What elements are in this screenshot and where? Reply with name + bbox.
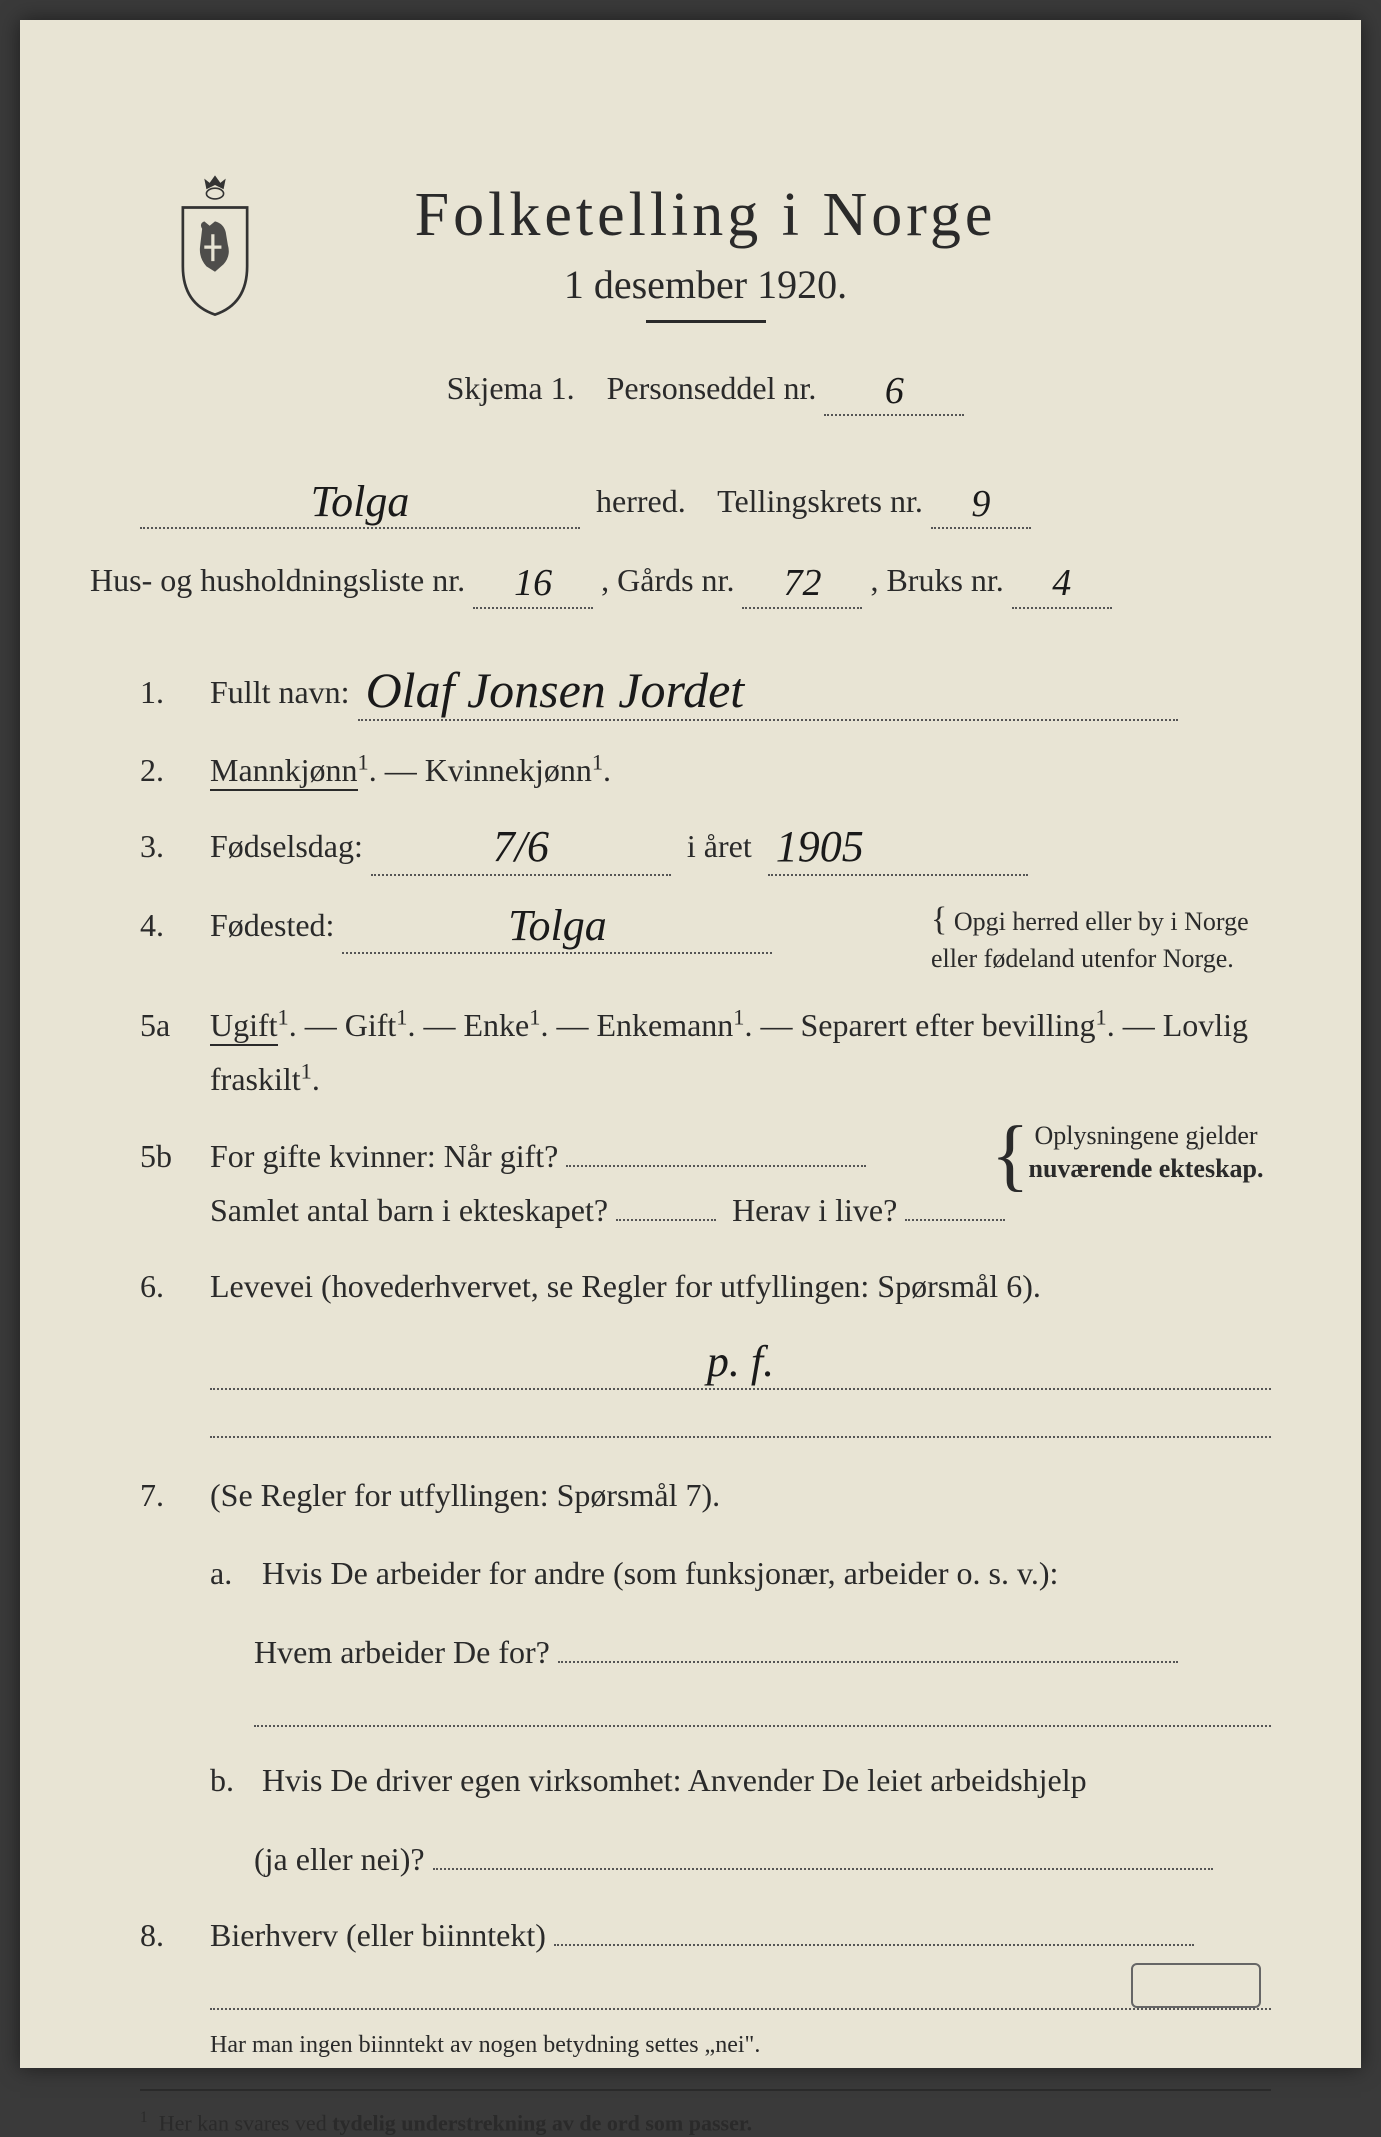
q2-mann: Mannkjønn [210, 752, 358, 791]
tellingskrets-value: 9 [963, 483, 998, 525]
footnote-1-num: 1 [140, 2109, 148, 2126]
q3-row: 3. Fødselsdag: 7/6 i året 1905 [140, 819, 1271, 875]
gard-value: 72 [775, 562, 829, 604]
q5a-num: 5a [140, 1007, 210, 1044]
q3-num: 3. [140, 828, 210, 865]
q1-label: Fullt navn: [210, 674, 350, 710]
herred-line: Tolga herred. Tellingskrets nr. 9 [140, 476, 1271, 529]
q7b-num: b. [210, 1753, 254, 1807]
husliste-label: Hus- og husholdningsliste nr. [90, 562, 465, 598]
q5b-num: 5b [140, 1138, 210, 1175]
q7-row: 7. (Se Regler for utfyllingen: Spørsmål … [140, 1468, 1271, 1886]
personseddel-value: 6 [877, 370, 912, 412]
q7-label: (Se Regler for utfyllingen: Spørsmål 7). [210, 1477, 720, 1513]
herred-value: Tolga [303, 477, 418, 526]
q4-label: Fødested: [210, 907, 334, 943]
archive-stamp [1131, 1963, 1261, 2008]
q7-num: 7. [140, 1477, 210, 1514]
q2-num: 2. [140, 752, 210, 789]
q5a-text: Ugift1. — Gift1. — Enke1. — Enkemann1. —… [210, 998, 1271, 1107]
q7b-l1: Hvis De driver egen virksomhet: Anvender… [262, 1762, 1087, 1798]
q8-row: 8. Bierhverv (eller biinntekt) [140, 1908, 1271, 2010]
form-date: 1 desember 1920. [140, 261, 1271, 308]
form-title: Folketelling i Norge [140, 180, 1271, 251]
q2-kvinne: Kvinnekjønn [425, 752, 592, 788]
schema-line: Skjema 1. Personseddel nr. 6 [140, 363, 1271, 416]
q3-label: Fødselsdag: [210, 828, 363, 864]
form-header: Folketelling i Norge 1 desember 1920. Sk… [140, 180, 1271, 416]
q8-num: 8. [140, 1917, 210, 1954]
gard-label: , Gårds nr. [601, 562, 734, 598]
q1-value: Olaf Jonsen Jordet [358, 662, 753, 718]
personseddel-label: Personseddel nr. [607, 370, 817, 406]
title-rule [646, 320, 766, 323]
q2-sep: — [385, 752, 425, 788]
q6-num: 6. [140, 1268, 210, 1305]
q3-year-label: i året [687, 828, 752, 864]
q7a-l2: Hvem arbeider De for? [254, 1634, 550, 1670]
q5b-l2b: Herav i live? [732, 1192, 897, 1228]
q1-num: 1. [140, 674, 210, 711]
q5b-l2a: Samlet antal barn i ekteskapet? [210, 1192, 608, 1228]
husliste-value: 16 [506, 562, 560, 604]
q4-note: { Opgi herred eller by i Norge eller fød… [931, 898, 1271, 976]
q2-row: 2. Mannkjønn1. — Kvinnekjønn1. [140, 743, 1271, 797]
q3-day: 7/6 [485, 822, 557, 871]
q6-value: p. f. [699, 1337, 782, 1386]
bruk-value: 4 [1044, 562, 1079, 604]
q6-label: Levevei (hovederhvervet, se Regler for u… [210, 1268, 1041, 1304]
footnote-rule [140, 2089, 1271, 2091]
q4-num: 4. [140, 907, 210, 944]
q8-blank [210, 1970, 1271, 2010]
q7a-num: a. [210, 1546, 254, 1600]
q7b-l2: (ja eller nei)? [254, 1841, 425, 1877]
q8-label: Bierhverv (eller biinntekt) [210, 1917, 546, 1953]
hus-line: Hus- og husholdningsliste nr. 16 , Gårds… [90, 555, 1271, 608]
herred-label: herred. [596, 483, 686, 519]
q5b-row: 5b Oplysningene gjelder nuværende ektesk… [140, 1129, 1271, 1238]
q5a-row: 5a Ugift1. — Gift1. — Enke1. — Enkemann1… [140, 998, 1271, 1107]
footnote-1: 1 Her kan svares ved tydelig understrekn… [140, 2109, 1271, 2136]
q7a-blank [254, 1687, 1271, 1727]
q6-blank [210, 1398, 1271, 1438]
q4-value: Tolga [500, 901, 615, 950]
schema-label: Skjema 1. [447, 370, 575, 406]
tellingskrets-label: Tellingskrets nr. [717, 483, 923, 519]
q4-row: 4. { Opgi herred eller by i Norge eller … [140, 898, 1271, 976]
q5b-note: Oplysningene gjelder nuværende ekteskap. [1021, 1119, 1271, 1187]
q1-row: 1. Fullt navn: Olaf Jonsen Jordet [140, 665, 1271, 721]
coat-of-arms-icon [160, 170, 270, 320]
bruk-label: , Bruks nr. [870, 562, 1003, 598]
q6-row: 6. Levevei (hovederhvervet, se Regler fo… [140, 1259, 1271, 1438]
footnote-nei: Har man ingen biinntekt av nogen betydni… [210, 2032, 1271, 2059]
q5b-l1: For gifte kvinner: Når gift? [210, 1138, 558, 1174]
q7a-l1: Hvis De arbeider for andre (som funksjon… [262, 1555, 1058, 1591]
census-form-page: Folketelling i Norge 1 desember 1920. Sk… [20, 20, 1361, 2068]
q3-year: 1905 [768, 822, 872, 871]
